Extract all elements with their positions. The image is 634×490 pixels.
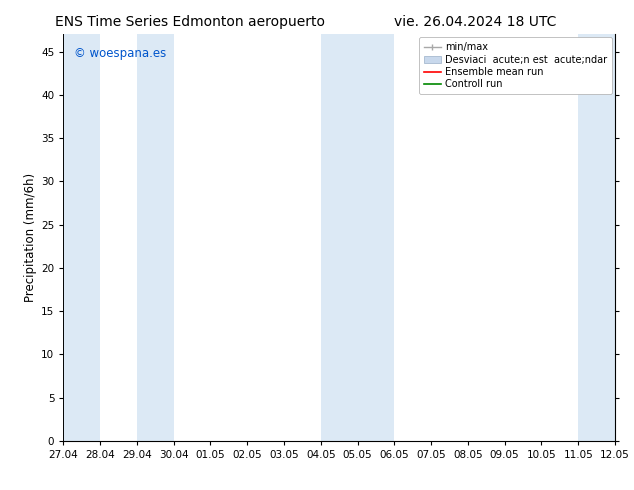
Bar [63,34,100,441]
Text: vie. 26.04.2024 18 UTC: vie. 26.04.2024 18 UTC [394,15,557,29]
Text: © woespana.es: © woespana.es [74,47,167,59]
Text: ENS Time Series Edmonton aeropuerto: ENS Time Series Edmonton aeropuerto [55,15,325,29]
Legend: min/max, Desviaci  acute;n est  acute;ndar, Ensemble mean run, Controll run: min/max, Desviaci acute;n est acute;ndar… [419,37,612,94]
Bar [578,34,615,441]
Bar [321,34,394,441]
Bar [137,34,174,441]
Y-axis label: Precipitation (mm/6h): Precipitation (mm/6h) [24,173,37,302]
